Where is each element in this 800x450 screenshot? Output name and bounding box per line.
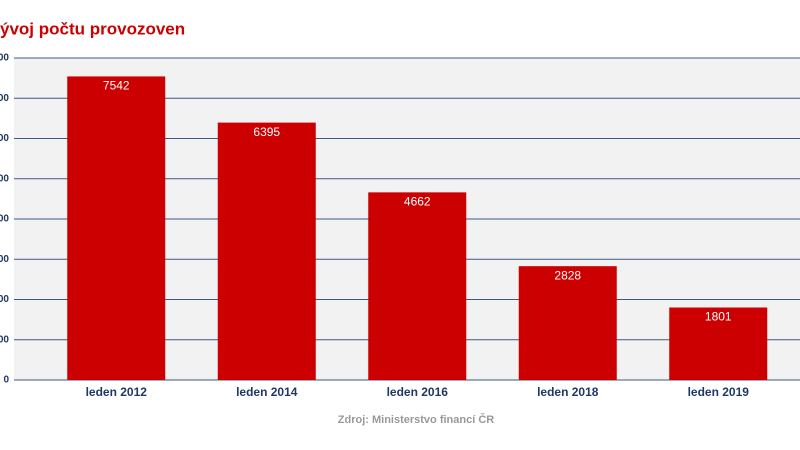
value-label: 4662: [404, 195, 431, 209]
value-label: 1801: [705, 310, 732, 324]
y-tick-label: 1000: [0, 334, 9, 345]
y-tick-label: 4000: [0, 214, 9, 225]
bar: [518, 266, 617, 380]
y-tick-label: 5000: [0, 173, 9, 184]
value-label: 6395: [253, 125, 280, 139]
y-tick-label: 0: [3, 375, 9, 386]
x-tick-label: leden 2018: [537, 385, 599, 399]
bar: [669, 307, 768, 380]
x-tick-label: leden 2014: [236, 385, 298, 399]
bar: [217, 122, 316, 380]
y-tick-label: 3000: [0, 254, 9, 265]
x-tick-label: leden 2016: [387, 385, 449, 399]
x-tick-label: leden 2019: [688, 385, 750, 399]
value-label: 2828: [554, 268, 581, 282]
source: Zdroj: Ministerstvo financí ČR: [338, 413, 495, 426]
y-tick-label: 6000: [0, 133, 9, 144]
chart-title: ývoj počtu provozoven: [0, 19, 185, 38]
x-tick-label: leden 2012: [86, 385, 148, 399]
y-tick-label: 8000: [0, 53, 9, 64]
value-label: 7542: [103, 79, 130, 93]
bar: [67, 76, 166, 380]
bar: [368, 192, 467, 380]
y-tick-label: 2000: [0, 294, 9, 305]
y-tick-label: 7000: [0, 93, 9, 104]
